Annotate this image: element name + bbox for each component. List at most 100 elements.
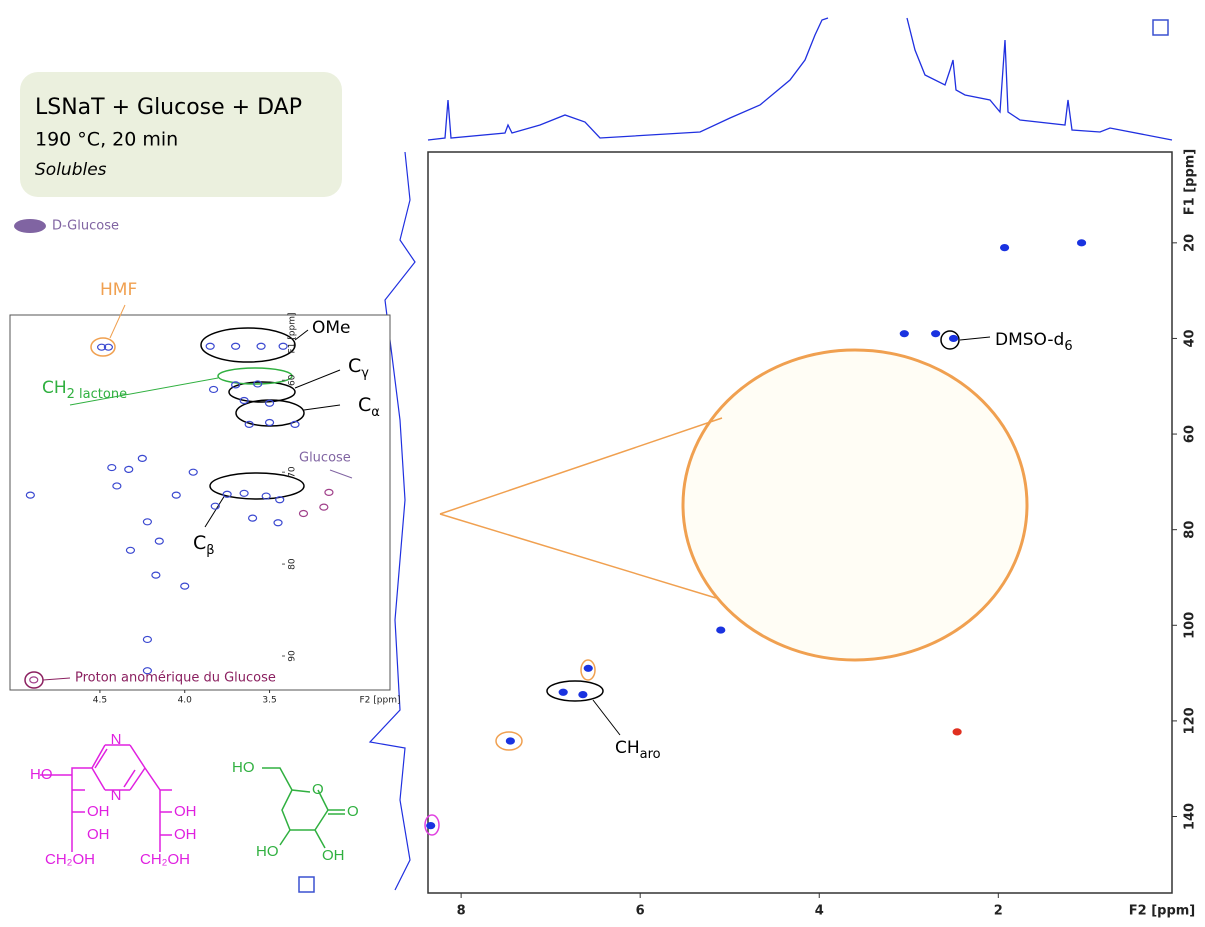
peak	[319, 503, 329, 511]
peak	[151, 571, 161, 579]
peak	[256, 342, 266, 350]
f2-projection	[427, 17, 1173, 141]
peak	[208, 385, 219, 394]
pointer	[959, 336, 991, 341]
x-axis-label: F2 [ppm]	[360, 696, 401, 706]
peak	[239, 489, 249, 497]
pointer	[69, 377, 219, 406]
peak	[290, 420, 300, 428]
annotation: Proton anomérique du Glucose	[75, 671, 276, 686]
y-axis-label: F1 [ppm]	[1183, 149, 1198, 216]
structure-pyrazine	[40, 744, 172, 852]
peak	[103, 343, 113, 351]
peak	[505, 737, 515, 745]
x-axis-label: F2 [ppm]	[1129, 904, 1196, 919]
x-tick-label: 3.5	[262, 696, 276, 706]
peak	[137, 454, 147, 462]
y-tick-label: 60	[1183, 425, 1198, 443]
peak	[222, 490, 232, 498]
panel-title: LSNaT + Glucose + DAP	[35, 95, 302, 120]
peak	[112, 482, 122, 490]
y-tick-label: 80	[288, 558, 298, 570]
annotation: CHaro	[615, 738, 661, 762]
peak	[253, 380, 263, 388]
x-tick-label: 2	[994, 904, 1003, 919]
annotation: DMSO-d6	[995, 330, 1073, 354]
atom-label: OH	[322, 847, 345, 864]
peak	[125, 546, 136, 554]
peak	[275, 496, 285, 504]
peak	[188, 468, 198, 476]
peak	[952, 728, 962, 736]
annotation: Cγ	[348, 355, 369, 381]
peak	[142, 667, 153, 675]
x-tick-label: 4.5	[93, 696, 107, 706]
legend-label: D-Glucose	[52, 219, 119, 234]
peak-circle	[200, 327, 296, 363]
peak	[180, 582, 190, 590]
atom-label: N	[111, 731, 122, 748]
peak-circle	[228, 381, 296, 403]
y-tick-label: 40	[1183, 329, 1198, 347]
peak-circle	[546, 680, 604, 702]
peak	[97, 343, 107, 351]
peak	[999, 244, 1010, 252]
structure-lactone	[262, 767, 345, 849]
peak	[205, 342, 215, 350]
peak	[324, 488, 334, 496]
annotation: HMF	[100, 280, 137, 300]
peak	[107, 463, 117, 472]
pointer	[329, 469, 353, 479]
legend-swatch	[14, 219, 46, 233]
pointer	[294, 329, 309, 341]
x-tick-label: 8	[457, 904, 466, 919]
peak	[426, 821, 436, 830]
annotation: Cα	[358, 394, 380, 420]
icon	[1152, 19, 1169, 36]
atom-label: OH	[174, 803, 197, 820]
pointer	[294, 369, 341, 389]
y-tick-label: 80	[1183, 521, 1198, 539]
peak	[264, 418, 275, 427]
atom-label: O	[347, 803, 359, 820]
peak	[264, 399, 275, 407]
peak-circle	[940, 330, 960, 350]
peak	[239, 396, 249, 405]
pointer	[109, 304, 126, 339]
pointer	[592, 699, 621, 736]
peak	[298, 509, 309, 518]
x-tick-label: 4.0	[178, 696, 193, 706]
pointer	[42, 677, 71, 681]
x-tick-label: 6	[636, 904, 645, 919]
y-tick-label: 60	[288, 374, 298, 386]
y-tick-label: 140	[1183, 803, 1198, 830]
peak	[1076, 239, 1087, 247]
zoom-circle	[681, 348, 1029, 662]
info-panel	[20, 72, 342, 197]
y-tick-label: 90	[288, 650, 298, 662]
inset-frame	[9, 314, 391, 691]
peak	[899, 330, 909, 338]
icon	[298, 876, 315, 893]
f1-projection	[368, 151, 416, 891]
peak-circle	[495, 731, 523, 751]
peak	[210, 502, 220, 510]
peak	[578, 691, 588, 699]
peak-circle	[209, 472, 305, 500]
peak	[154, 537, 164, 545]
panel-fraction: Solubles	[35, 160, 107, 180]
plot-frame	[427, 151, 1173, 894]
y-tick-label: 120	[1183, 707, 1198, 734]
peak	[142, 635, 153, 644]
atom-label: OH	[174, 826, 197, 843]
y-tick-label: 100	[1183, 612, 1198, 639]
annotation: Cβ	[193, 532, 215, 558]
annotation: OMe	[312, 318, 351, 338]
annotation: Glucose	[299, 451, 351, 466]
peak	[29, 676, 39, 684]
peak	[261, 492, 271, 500]
peak	[583, 664, 593, 672]
peak	[247, 514, 258, 522]
zoom-line	[439, 417, 723, 515]
y-tick-label: 20	[1183, 234, 1198, 252]
